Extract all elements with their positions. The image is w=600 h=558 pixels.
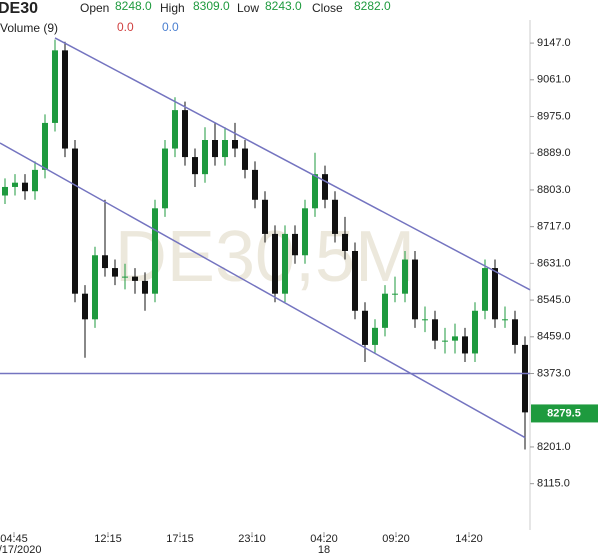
y-tick-label: 9147.0	[537, 37, 571, 49]
x-tick-label: 23:10	[238, 533, 266, 545]
candle-body	[112, 268, 118, 277]
candle-body	[442, 340, 448, 342]
candle-body	[212, 139, 218, 158]
candle-body	[472, 310, 478, 354]
candle-body	[362, 310, 368, 345]
candle-body	[282, 233, 288, 294]
volume-value: 0.0	[117, 20, 134, 34]
y-tick-label: 8975.0	[537, 110, 571, 122]
candle-body	[142, 280, 148, 294]
candle-body	[322, 174, 328, 200]
candle-body	[202, 139, 208, 175]
candle-body	[192, 157, 198, 175]
trend-line	[0, 142, 526, 439]
candle-body	[182, 110, 188, 158]
y-tick-label: 8631.0	[537, 257, 571, 269]
candle-body	[342, 233, 348, 251]
volume-label: Volume (9)	[0, 21, 58, 35]
candle-body	[82, 293, 88, 320]
candle-body	[62, 50, 68, 149]
candle-body	[372, 327, 378, 345]
open-value: 8248.0	[115, 0, 152, 13]
candle-body	[482, 268, 488, 311]
candle-body	[262, 199, 268, 234]
candle-body	[512, 319, 518, 345]
date-label: 18	[318, 544, 330, 556]
y-tick-label: 8201.0	[537, 441, 571, 453]
candle-body	[232, 139, 238, 149]
candle-body	[502, 319, 508, 321]
candle-body	[392, 293, 398, 295]
y-tick-label: 8717.0	[537, 221, 571, 233]
symbol: DE30	[0, 0, 38, 17]
x-tick-label: 12:15	[94, 533, 122, 545]
candle-body	[92, 255, 98, 320]
price-tag	[531, 404, 598, 423]
y-tick-label: 8373.0	[537, 367, 571, 379]
candle-body	[152, 208, 158, 294]
candle-body	[12, 182, 18, 187]
trend-line	[54, 37, 531, 291]
candle-body	[402, 259, 408, 294]
candle-body	[522, 344, 528, 413]
close-value: 8282.0	[354, 0, 391, 13]
candle-body	[492, 268, 498, 320]
x-tick-label: 04:45	[0, 533, 28, 545]
y-tick-label: 8459.0	[537, 331, 571, 343]
x-tick-label: 09:20	[382, 533, 410, 545]
candle-body	[242, 148, 248, 170]
candle-body	[302, 208, 308, 256]
candle-body	[52, 50, 58, 123]
open-label: Open	[80, 1, 109, 15]
candle-body	[432, 319, 438, 341]
candle-body	[72, 148, 78, 294]
y-tick-label: 9061.0	[537, 74, 571, 86]
x-tick-label: 04:20	[310, 533, 338, 545]
candle-body	[422, 319, 428, 321]
candle-body	[122, 276, 128, 278]
y-tick-label: 8889.0	[537, 147, 571, 159]
candle-body	[462, 336, 468, 354]
date-label: 03/17/2020	[0, 544, 42, 556]
candle-body	[352, 250, 358, 311]
candle-body	[162, 148, 168, 209]
y-tick-label: 8803.0	[537, 184, 571, 196]
candle-body	[312, 174, 318, 209]
candle-body	[132, 276, 138, 281]
candle-body	[2, 186, 8, 196]
volume-value: 0.0	[162, 20, 179, 34]
candle-body	[252, 169, 258, 200]
candle-body	[382, 293, 388, 328]
high-value: 8309.0	[193, 0, 230, 13]
x-tick-label: 17:15	[166, 533, 194, 545]
candle-body	[222, 139, 228, 158]
candle-body	[272, 233, 278, 294]
candle-body	[32, 169, 38, 192]
y-tick-label: 8545.0	[537, 294, 571, 306]
high-label: High	[160, 1, 185, 15]
low-label: Low	[237, 1, 259, 15]
candle-body	[452, 336, 458, 341]
x-tick-label: 14:20	[455, 533, 483, 545]
close-label: Close	[312, 1, 343, 15]
y-tick-label: 8115.0	[537, 478, 570, 490]
price-tag-label: 8279.5	[547, 407, 581, 419]
candle-body	[412, 259, 418, 320]
candle-body	[42, 122, 48, 170]
candle-body	[332, 199, 338, 234]
candle-body	[22, 182, 28, 192]
candle-body	[292, 233, 298, 256]
candle-body	[172, 110, 178, 149]
candle-body	[102, 255, 108, 269]
low-value: 8243.0	[265, 0, 302, 13]
